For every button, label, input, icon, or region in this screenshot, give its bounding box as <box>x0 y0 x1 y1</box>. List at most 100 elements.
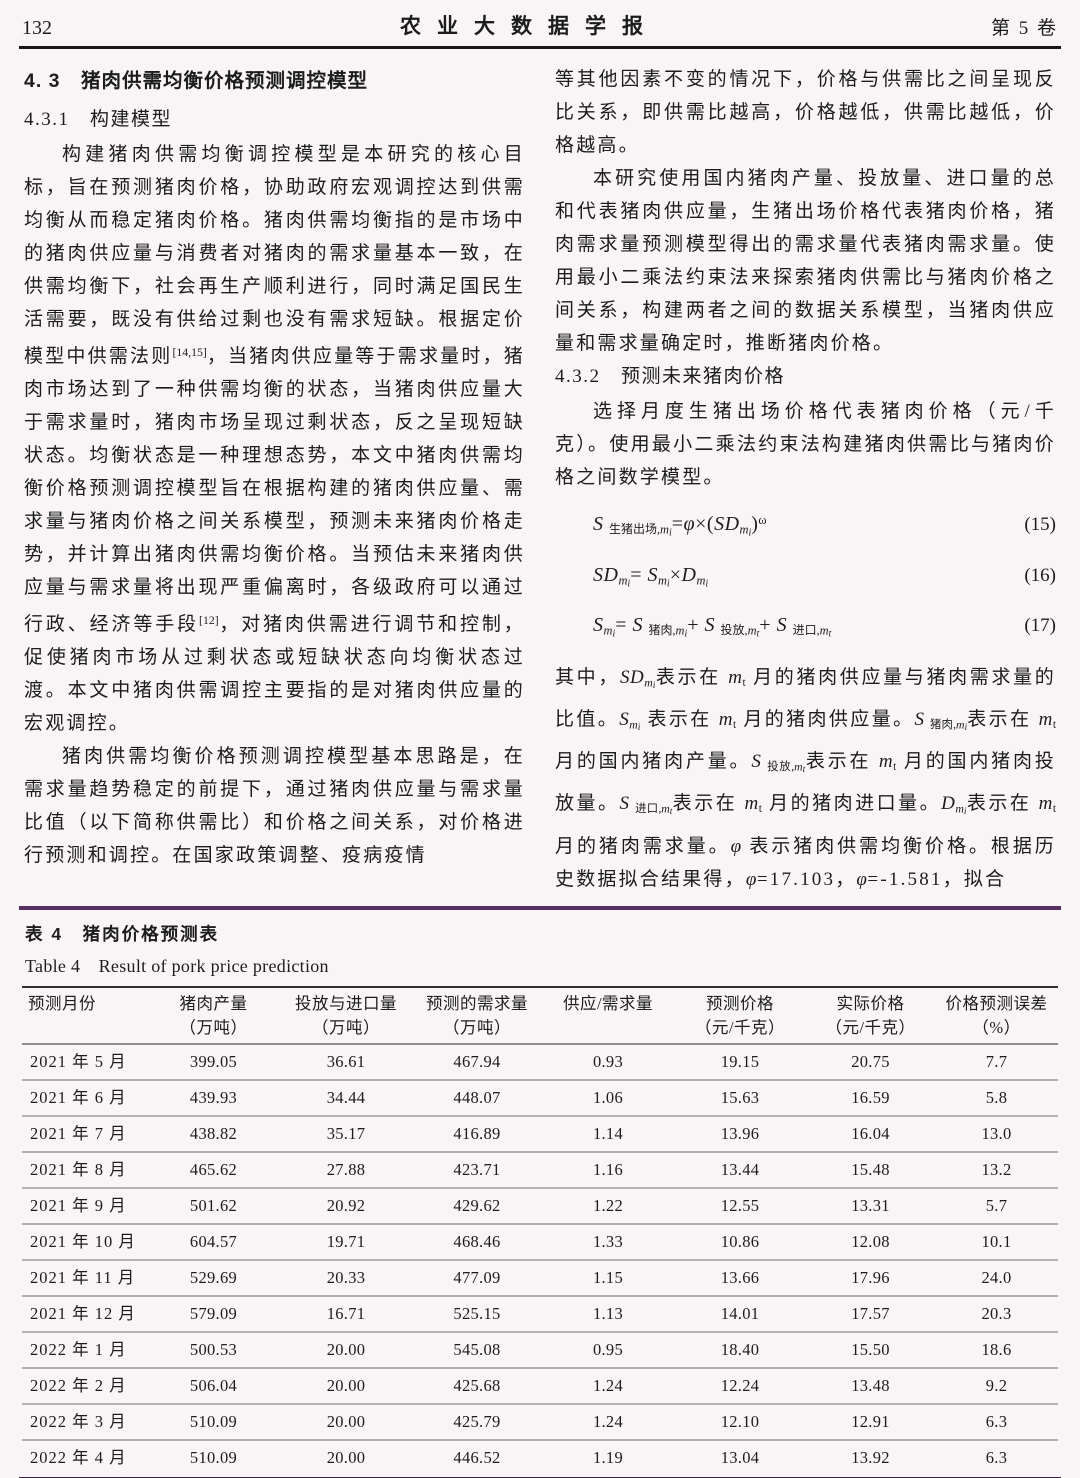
equation-15: S 生猪出场,mi=φ×(SDmi)ω (15) <box>555 505 1056 549</box>
right-column: 等其他因素不变的情况下，价格与供需比之间呈现反比关系，即供需比越高，价格越低，供… <box>555 63 1056 901</box>
text-segment: 月的猪肉进口量。 <box>761 793 942 815</box>
table-cell: 439.93 <box>147 1080 280 1117</box>
table-cell: 13.66 <box>674 1260 806 1297</box>
table-cell: 20.00 <box>280 1368 412 1405</box>
table-cell: 17.57 <box>806 1296 935 1333</box>
table-cell: 12.24 <box>674 1368 806 1405</box>
table-cell: 1.13 <box>542 1296 674 1333</box>
prediction-table: 预测月份 猪肉产量 （万吨） 投放与进口量 （万吨） 预测的需求量 （万吨） 供应/需求量 预测… <box>22 986 1058 1475</box>
text-segment: S <box>647 563 658 586</box>
text-segment: = <box>630 563 648 586</box>
text-segment: =-1.581，拟合 <box>867 868 1007 890</box>
table-cell: 2021 年 6 月 <box>22 1080 147 1117</box>
table-header-cell: 预测月份 <box>22 987 147 1044</box>
text-segment: 月的猪肉供应量。 <box>736 708 915 730</box>
text-segment: 构建猪肉供需均衡调控模型是本研究的核心目标，旨在预测猪肉价格，协助政府宏观调控达… <box>24 144 525 367</box>
table-cell: 20.00 <box>280 1404 412 1441</box>
table-header-cell: 供应/需求量 <box>542 987 674 1044</box>
table-cell: 27.88 <box>280 1152 412 1189</box>
text-segment: =17.103， <box>756 868 857 890</box>
text-segment: = <box>615 614 633 637</box>
equation-17-body: Smi= S 猪肉,mi+ S 投放,mt+ S 进口,mt <box>555 610 986 650</box>
section-heading-432: 4.3.2 预测未来猪肉价格 <box>555 366 786 387</box>
table-cell: 15.48 <box>806 1152 935 1189</box>
table-cell: 467.94 <box>412 1044 542 1081</box>
table-cell: 2022 年 4 月 <box>30 1448 127 1467</box>
journal-title: 农业大数据学报 <box>399 15 659 38</box>
header-line1: 投放与进口量 <box>295 994 397 1013</box>
text-segment: SD <box>714 513 740 536</box>
text-segment: t <box>733 718 737 731</box>
text-segment: m <box>955 802 964 816</box>
table-cell: 10.1 <box>935 1224 1058 1261</box>
table-cell: 1.19 <box>592 1448 624 1467</box>
table-cell: 2021 年 12 月 <box>22 1296 147 1333</box>
text-segment: = <box>671 513 684 536</box>
table-cell: 20.3 <box>935 1296 1058 1333</box>
table-row: 2021 年 12 月 579.09 16.71 525.15 1.13 14.01 17.… <box>22 1296 1058 1333</box>
table-cell: 35.17 <box>280 1116 412 1153</box>
header-line1: 实际价格 <box>836 994 905 1013</box>
volume-label: 第 5 卷 <box>990 18 1058 39</box>
text-segment: D <box>941 793 956 815</box>
text-segment: S <box>632 614 649 637</box>
table-row: 2021 年 5 月 399.05 36.61 467.94 0.93 19.15 20.7… <box>22 1044 1058 1081</box>
table-cell: 12.10 <box>674 1404 806 1441</box>
table-body: 2021 年 5 月 399.05 36.61 467.94 0.93 19.15 20.7… <box>22 1044 1058 1475</box>
table-cell: 477.09 <box>412 1260 542 1297</box>
table-cell: 2022 年 3 月 <box>22 1404 147 1441</box>
equation-15-body: S 生猪出场,mi=φ×(SDmi)ω <box>555 505 986 549</box>
table-cell: 5.8 <box>935 1080 1058 1117</box>
table-cell: 2021 年 7 月 <box>22 1116 147 1153</box>
text-segment: m <box>718 708 734 730</box>
text-segment: m <box>629 718 638 732</box>
table-cell: 6.3 <box>935 1404 1058 1441</box>
text-segment: ，当猪肉供应量等于需求量时，猪肉市场达到了一种供需均衡的状态，当猪肉供应量大于需… <box>24 345 525 635</box>
table-cell: 416.89 <box>412 1116 542 1153</box>
header-line2: （元/千克） <box>825 1018 916 1037</box>
text-segment: 投放, <box>767 760 795 773</box>
text-segment: t <box>828 628 832 640</box>
table-cell: 20.92 <box>280 1188 412 1225</box>
table-top-rule <box>19 906 1061 910</box>
text-segment: i <box>748 527 752 539</box>
text-segment: 月的国内猪肉产量。 <box>555 751 752 773</box>
table-row: 2021 年 6 月 439.93 34.44 448.07 1.06 15.63 16.5… <box>22 1080 1058 1117</box>
text-segment: [12] <box>199 613 219 627</box>
table-cell: 36.61 <box>280 1044 412 1081</box>
table-header-cell: 价格预测误差 （%） <box>935 987 1058 1044</box>
text-segment: 表示猪肉供需均衡价格。根据历史数据拟合结果得， <box>555 835 1056 890</box>
table-cell: 446.52 <box>453 1448 501 1467</box>
text-segment: SD <box>620 666 645 688</box>
table-cell: 448.07 <box>412 1080 542 1117</box>
table-row: 2022 年 2 月 506.04 20.00 425.68 1.24 12.24 13.4… <box>22 1368 1058 1405</box>
paragraph-build-model: 构建猪肉供需均衡调控模型是本研究的核心目标，旨在预测猪肉价格，协助政府宏观调控达… <box>24 138 525 740</box>
left-column: 4. 3 猪肉供需均衡价格预测调控模型 4.3.1 构建模型 构建猪肉供需均衡调… <box>24 63 525 901</box>
table-cell: 510.09 <box>147 1404 280 1441</box>
equation-16-number: (16) <box>1024 564 1056 586</box>
text-segment: 表示在 <box>966 793 1039 815</box>
table-cell: 438.82 <box>147 1116 280 1153</box>
text-segment: i <box>652 680 656 691</box>
text-segment: m <box>696 573 706 588</box>
table-cell: 429.62 <box>412 1188 542 1225</box>
table-cell: 13.96 <box>674 1116 806 1153</box>
table-header-row: 预测月份 猪肉产量 （万吨） 投放与进口量 （万吨） 预测的需求量 （万吨） 供应/需求量 预测… <box>22 987 1058 1044</box>
text-segment: ，对猪肉供需进行调节和控制，促使猪肉市场从过剩状态或短缺状态向均衡状态过渡。本文… <box>24 613 525 734</box>
text-segment: S <box>593 513 609 536</box>
section-heading-43: 4. 3 猪肉供需均衡价格预测调控模型 <box>24 70 369 92</box>
text-segment: m <box>739 522 749 537</box>
table-header-cell: 预测的需求量 （万吨） <box>412 987 542 1044</box>
text-segment: t <box>669 807 673 818</box>
paragraph-inverse-relation: 等其他因素不变的情况下，价格与供需比之间呈现反比关系，即供需比越高，价格越低，供… <box>555 69 1056 156</box>
table-cell: 13.0 <box>935 1116 1058 1153</box>
text-segment: 表示在 <box>805 751 879 773</box>
text-segment: t <box>802 765 806 776</box>
text-segment: + <box>687 614 705 637</box>
table-cell: 13.04 <box>720 1448 760 1467</box>
section-heading-431: 4.3.1 构建模型 <box>24 109 173 130</box>
header-line1: 预测的需求量 <box>426 994 528 1013</box>
table-cell: 14.01 <box>674 1296 806 1333</box>
header-line1: 价格预测误差 <box>945 994 1048 1013</box>
text-segment: t <box>758 803 762 816</box>
